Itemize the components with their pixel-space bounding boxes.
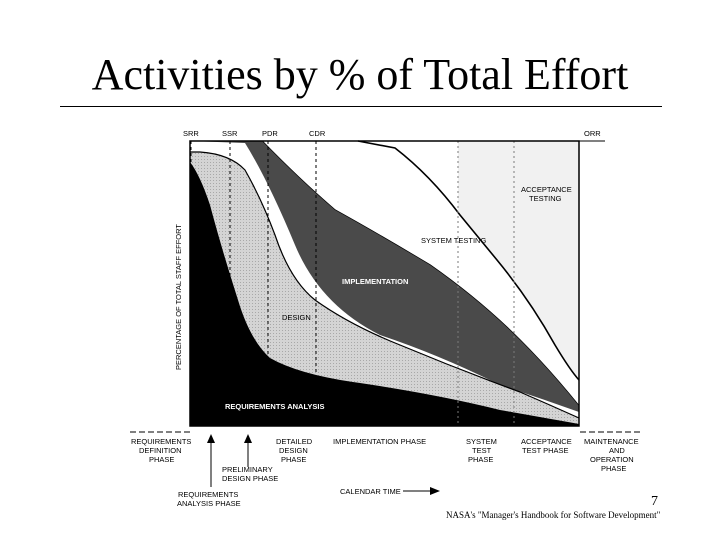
- slide-title: Activities by % of Total Effort: [91, 50, 629, 99]
- phase-requirements-analysis-line2: ANALYSIS PHASE: [177, 499, 241, 508]
- phase-implementation: IMPLEMENTATION PHASE: [333, 437, 426, 446]
- label-implementation: IMPLEMENTATION: [342, 277, 408, 286]
- y-axis-label: PERCENTAGE OF TOTAL STAFF EFFORT: [174, 224, 183, 370]
- calendar-time-label: CALENDAR TIME: [340, 487, 401, 496]
- phase-acceptance-test-line2: TEST PHASE: [522, 446, 569, 455]
- milestone-ssr: SSR: [222, 129, 238, 138]
- label-design: DESIGN: [282, 313, 311, 322]
- arrow-preliminary-design-head: [244, 434, 252, 443]
- requirements-analysis-region: [190, 162, 579, 426]
- phase-detailed-design-line3: PHASE: [281, 455, 306, 464]
- phase-maintenance-line4: PHASE: [601, 464, 626, 473]
- acceptance-testing-boundary: [357, 140, 580, 381]
- phase-maintenance-line1: MAINTENANCE: [584, 437, 639, 446]
- design-boundary: [190, 151, 580, 419]
- phase-preliminary-design-line1: PRELIMINARY: [222, 465, 273, 474]
- source-note: NASA's "Manager's Handbook for Software …: [446, 510, 661, 520]
- design-region: [190, 152, 579, 426]
- phase-requirements-definition-line2: DEFINITION: [139, 446, 182, 455]
- label-system-testing: SYSTEM TESTING: [421, 236, 486, 245]
- phase-maintenance-line3: OPERATION: [590, 455, 634, 464]
- milestone-pdr: PDR: [262, 129, 278, 138]
- phase-system-test-line2: TEST: [472, 446, 492, 455]
- phase-detailed-design-line2: DESIGN: [279, 446, 308, 455]
- phase-requirements-definition-line1: REQUIREMENTS: [131, 437, 191, 446]
- milestone-srr: SRR: [183, 129, 199, 138]
- label-acceptance-testing-line1: ACCEPTANCE: [521, 185, 572, 194]
- label-acceptance-testing-line2: TESTING: [529, 194, 562, 203]
- calendar-arrow-head: [430, 487, 440, 495]
- phase-requirements-definition-line3: PHASE: [149, 455, 174, 464]
- page-number: 7: [651, 494, 658, 509]
- phase-requirements-analysis-line1: REQUIREMENTS: [178, 490, 238, 499]
- milestone-cdr: CDR: [309, 129, 326, 138]
- phase-system-test-line3: PHASE: [468, 455, 493, 464]
- milestone-orr: ORR: [584, 129, 601, 138]
- plot-frame: [189, 140, 580, 427]
- phase-system-test-line1: SYSTEM: [466, 437, 497, 446]
- implementation-region: [190, 141, 579, 412]
- phase-maintenance-line2: AND: [609, 446, 625, 455]
- label-requirements-analysis: REQUIREMENTS ANALYSIS: [225, 402, 324, 411]
- arrow-requirements-analysis-head: [207, 434, 215, 443]
- phase-preliminary-design-line2: DESIGN PHASE: [222, 474, 278, 483]
- phase-detailed-design-line1: DETAILED: [276, 437, 313, 446]
- phase-acceptance-test-line1: ACCEPTANCE: [521, 437, 572, 446]
- title-divider: [60, 106, 662, 107]
